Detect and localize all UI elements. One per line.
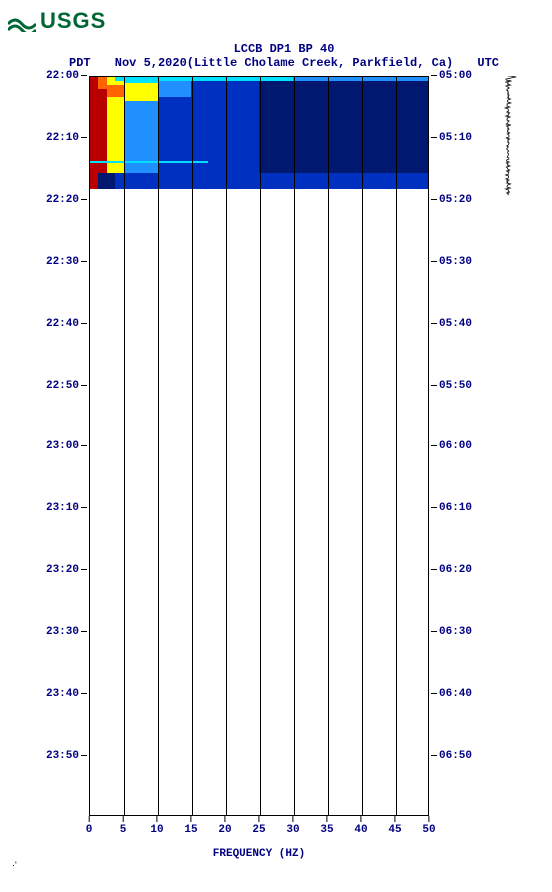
x-axis: 05101520253035404550 (89, 816, 429, 846)
y-right-tick: 06:20 (431, 564, 472, 576)
x-tick: 50 (422, 816, 435, 836)
y-left-tick: 23:20 (46, 564, 87, 576)
y-right-tick: 05:40 (431, 318, 472, 330)
plot-area (89, 76, 429, 816)
x-tick: 0 (86, 816, 93, 836)
x-tick: 20 (218, 816, 231, 836)
y-left-tick: 23:00 (46, 440, 87, 452)
x-tick: 5 (120, 816, 127, 836)
usgs-logo: USGS (8, 8, 552, 34)
x-tick: 45 (388, 816, 401, 836)
spectrogram-data (90, 77, 428, 189)
grid-line (362, 77, 363, 815)
chart-date: Nov 5,2020 (115, 56, 187, 70)
y-right-tick: 06:50 (431, 750, 472, 762)
x-axis-label: FREQUENCY (HZ) (89, 848, 429, 860)
y-right-tick: 05:10 (431, 132, 472, 144)
grid-line (328, 77, 329, 815)
usgs-wave-icon (8, 10, 36, 32)
x-tick: 10 (150, 816, 163, 836)
right-timezone: UTC (477, 56, 499, 70)
y-axis-right: 05:0005:1005:2005:3005:4005:5006:0006:10… (429, 76, 473, 816)
y-right-tick: 05:20 (431, 194, 472, 206)
y-left-tick: 22:40 (46, 318, 87, 330)
y-left-tick: 22:50 (46, 380, 87, 392)
grid-line (192, 77, 193, 815)
y-left-tick: 23:30 (46, 626, 87, 638)
x-tick: 40 (354, 816, 367, 836)
y-axis-left: 22:0022:1022:2022:3022:4022:5023:0023:10… (45, 76, 89, 816)
y-right-tick: 06:00 (431, 440, 472, 452)
x-tick: 35 (320, 816, 333, 836)
x-tick: 30 (286, 816, 299, 836)
y-right-tick: 06:10 (431, 502, 472, 514)
usgs-text: USGS (40, 8, 106, 34)
y-left-tick: 22:00 (46, 70, 87, 82)
y-left-tick: 23:10 (46, 502, 87, 514)
footer-mark: ·' (12, 860, 552, 870)
grid-line (260, 77, 261, 815)
y-left-tick: 22:20 (46, 194, 87, 206)
y-left-tick: 23:40 (46, 688, 87, 700)
grid-line (396, 77, 397, 815)
y-left-tick: 22:10 (46, 132, 87, 144)
y-right-tick: 06:30 (431, 626, 472, 638)
y-left-tick: 23:50 (46, 750, 87, 762)
grid-line (226, 77, 227, 815)
y-right-tick: 05:30 (431, 256, 472, 268)
grid-line (158, 77, 159, 815)
x-tick: 15 (184, 816, 197, 836)
grid-line (294, 77, 295, 815)
grid-line (124, 77, 125, 815)
spectrogram-chart: LCCB DP1 BP 40 PDT Nov 5,2020(Little Cho… (45, 42, 523, 860)
y-right-tick: 05:00 (431, 70, 472, 82)
y-left-tick: 22:30 (46, 256, 87, 268)
x-tick: 25 (252, 816, 265, 836)
chart-location: (Little Cholame Creek, Parkfield, Ca) (187, 56, 453, 70)
y-right-tick: 05:50 (431, 380, 472, 392)
left-timezone: PDT (69, 56, 91, 70)
seismogram-trace (493, 76, 523, 816)
chart-title: LCCB DP1 BP 40 (45, 42, 523, 56)
y-right-tick: 06:40 (431, 688, 472, 700)
